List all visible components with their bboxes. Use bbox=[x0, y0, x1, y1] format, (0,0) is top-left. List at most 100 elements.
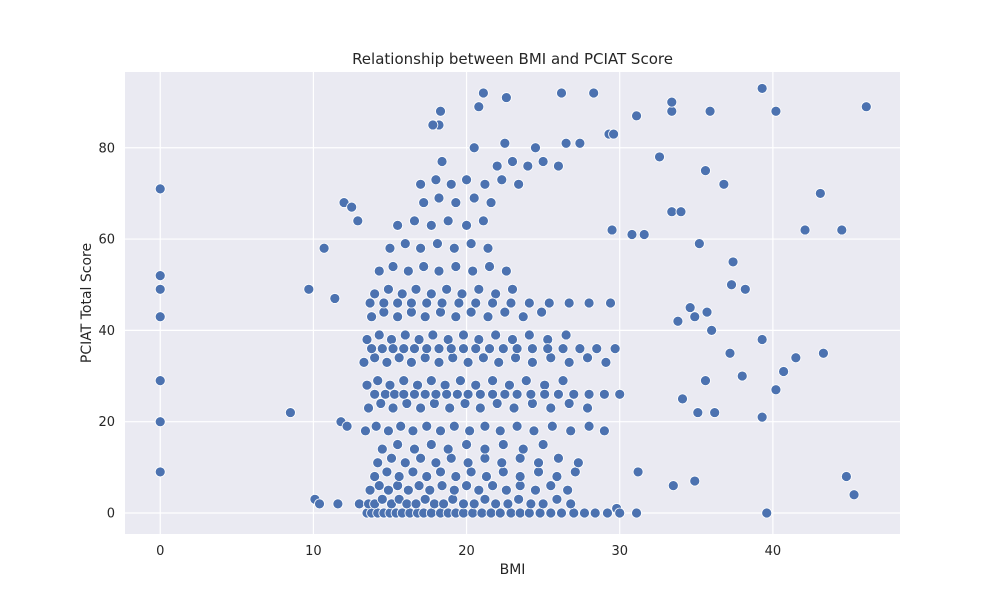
scatter-point bbox=[448, 420, 460, 432]
scatter-point bbox=[361, 334, 373, 345]
scatter-point bbox=[684, 302, 696, 313]
scatter-point bbox=[583, 297, 595, 309]
scatter-point bbox=[560, 137, 572, 149]
scatter-point bbox=[303, 283, 315, 295]
scatter-point bbox=[358, 356, 370, 368]
scatter-point bbox=[375, 398, 387, 409]
scatter-point bbox=[402, 484, 414, 496]
scatter-point bbox=[513, 178, 525, 190]
scatter-point bbox=[505, 297, 517, 309]
scatter-point bbox=[445, 452, 457, 464]
scatter-point bbox=[462, 356, 474, 368]
scatter-point bbox=[666, 206, 678, 218]
scatter-point bbox=[415, 452, 427, 464]
scatter-point bbox=[372, 375, 384, 387]
y-tick-label: 60 bbox=[98, 233, 115, 248]
scatter-point bbox=[393, 352, 405, 364]
scatter-point bbox=[528, 425, 540, 437]
scatter-point bbox=[383, 283, 394, 295]
scatter-point bbox=[154, 270, 166, 282]
scatter-point bbox=[542, 334, 554, 345]
scatter-point bbox=[409, 443, 420, 455]
scatter-point bbox=[490, 329, 502, 341]
scatter-point bbox=[553, 452, 564, 464]
scatter-point bbox=[373, 480, 385, 492]
scatter-point bbox=[387, 343, 399, 355]
scatter-point bbox=[376, 443, 388, 455]
scatter-point bbox=[484, 343, 495, 355]
scatter-point bbox=[415, 242, 427, 254]
scatter-point bbox=[436, 480, 448, 492]
scatter-point bbox=[569, 466, 581, 478]
scatter-point bbox=[430, 174, 442, 186]
scatter-point bbox=[511, 388, 523, 400]
scatter-point bbox=[517, 311, 529, 323]
scatter-point bbox=[383, 484, 394, 496]
scatter-point bbox=[455, 375, 466, 387]
scatter-point bbox=[398, 375, 410, 387]
scatter-point bbox=[441, 283, 453, 295]
scatter-point bbox=[579, 507, 590, 519]
scatter-point bbox=[479, 493, 491, 505]
scatter-point bbox=[525, 388, 537, 400]
scatter-point bbox=[568, 388, 580, 400]
scatter-point bbox=[474, 388, 486, 400]
scatter-point bbox=[421, 420, 433, 432]
scatter-point bbox=[491, 160, 503, 172]
scatter-point bbox=[393, 471, 405, 482]
scatter-point bbox=[461, 480, 472, 492]
scatter-point bbox=[444, 402, 456, 414]
scatter-point bbox=[413, 480, 425, 492]
scatter-point bbox=[421, 471, 433, 482]
scatter-point bbox=[704, 105, 716, 117]
scatter-point bbox=[435, 105, 446, 117]
scatter-point bbox=[392, 311, 404, 323]
scatter-point bbox=[387, 261, 399, 272]
x-tick-label: 40 bbox=[765, 544, 782, 559]
scatter-point bbox=[496, 174, 508, 186]
scatter-point bbox=[510, 352, 521, 364]
scatter-point bbox=[499, 137, 511, 149]
scatter-point bbox=[557, 343, 569, 355]
scatter-point bbox=[677, 393, 688, 405]
scatter-point bbox=[427, 329, 439, 341]
y-tick-label: 20 bbox=[98, 415, 115, 430]
scatter-point bbox=[470, 343, 482, 355]
scatter-point bbox=[718, 178, 730, 190]
scatter-point bbox=[392, 439, 404, 450]
y-tick-label: 40 bbox=[98, 324, 115, 339]
scatter-point bbox=[366, 311, 377, 323]
scatter-point bbox=[545, 402, 557, 414]
scatter-point bbox=[398, 343, 410, 355]
scatter-point bbox=[574, 137, 586, 149]
scatter-point bbox=[360, 425, 371, 437]
scatter-point bbox=[396, 288, 408, 300]
scatter-point bbox=[384, 242, 396, 254]
scatter-point bbox=[448, 484, 460, 496]
scatter-point bbox=[485, 507, 497, 519]
scatter-point bbox=[476, 507, 488, 519]
scatter-point bbox=[553, 160, 564, 172]
scatter-point bbox=[537, 156, 549, 167]
scatter-point bbox=[473, 101, 485, 113]
scatter-point bbox=[442, 443, 454, 455]
scatter-point bbox=[693, 238, 705, 250]
scatter-point bbox=[364, 484, 376, 496]
scatter-point bbox=[546, 420, 558, 432]
scatter-point bbox=[487, 375, 498, 387]
scatter-point bbox=[369, 352, 381, 364]
scatter-point bbox=[369, 471, 381, 482]
scatter-point bbox=[386, 452, 397, 464]
scatter-point bbox=[428, 498, 440, 510]
scatter-point bbox=[406, 356, 417, 368]
scatter-point bbox=[672, 315, 684, 327]
scatter-point bbox=[523, 329, 535, 341]
scatter-point bbox=[724, 347, 736, 359]
scatter-point bbox=[818, 347, 829, 359]
scatter-point bbox=[700, 165, 711, 177]
scatter-point bbox=[477, 215, 489, 227]
scatter-point bbox=[418, 261, 430, 272]
scatter-point bbox=[527, 356, 538, 368]
x-tick-label: 20 bbox=[458, 544, 475, 559]
